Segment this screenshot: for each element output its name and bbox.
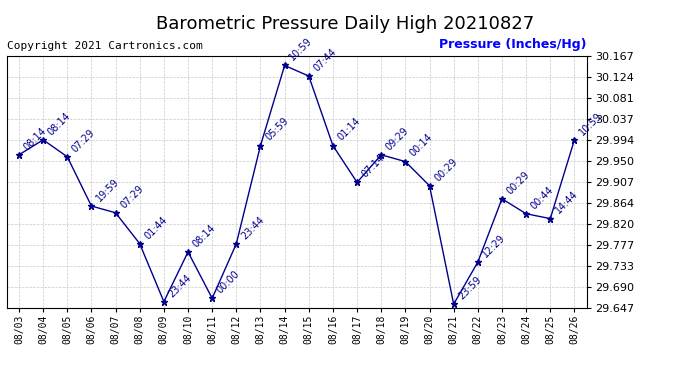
Text: 00:29: 00:29: [433, 156, 459, 183]
Text: 01:44: 01:44: [143, 214, 169, 241]
Text: 07:14: 07:14: [360, 153, 386, 180]
Text: 09:29: 09:29: [384, 125, 411, 152]
Text: Copyright 2021 Cartronics.com: Copyright 2021 Cartronics.com: [7, 41, 203, 51]
Text: 00:44: 00:44: [529, 184, 555, 211]
Text: 08:14: 08:14: [46, 110, 72, 137]
Text: Barometric Pressure Daily High 20210827: Barometric Pressure Daily High 20210827: [156, 15, 534, 33]
Text: 19:59: 19:59: [95, 177, 121, 203]
Text: 23:44: 23:44: [239, 214, 266, 241]
Text: Pressure (Inches/Hg): Pressure (Inches/Hg): [439, 38, 586, 51]
Text: 23:44: 23:44: [167, 272, 193, 299]
Text: 07:44: 07:44: [312, 46, 338, 73]
Text: 14:44: 14:44: [553, 189, 580, 216]
Text: 08:14: 08:14: [22, 125, 48, 152]
Text: 00:14: 00:14: [408, 132, 435, 159]
Text: 00:00: 00:00: [215, 269, 242, 296]
Text: 23:59: 23:59: [457, 274, 483, 302]
Text: 07:29: 07:29: [119, 183, 145, 210]
Text: 12:29: 12:29: [481, 232, 507, 259]
Text: 10:59: 10:59: [288, 36, 314, 63]
Text: 01:14: 01:14: [336, 116, 362, 143]
Text: 05:59: 05:59: [264, 116, 290, 143]
Text: 00:29: 00:29: [505, 169, 531, 196]
Text: 07:29: 07:29: [70, 127, 97, 154]
Text: 10:59: 10:59: [578, 110, 604, 137]
Text: 08:14: 08:14: [191, 222, 217, 249]
